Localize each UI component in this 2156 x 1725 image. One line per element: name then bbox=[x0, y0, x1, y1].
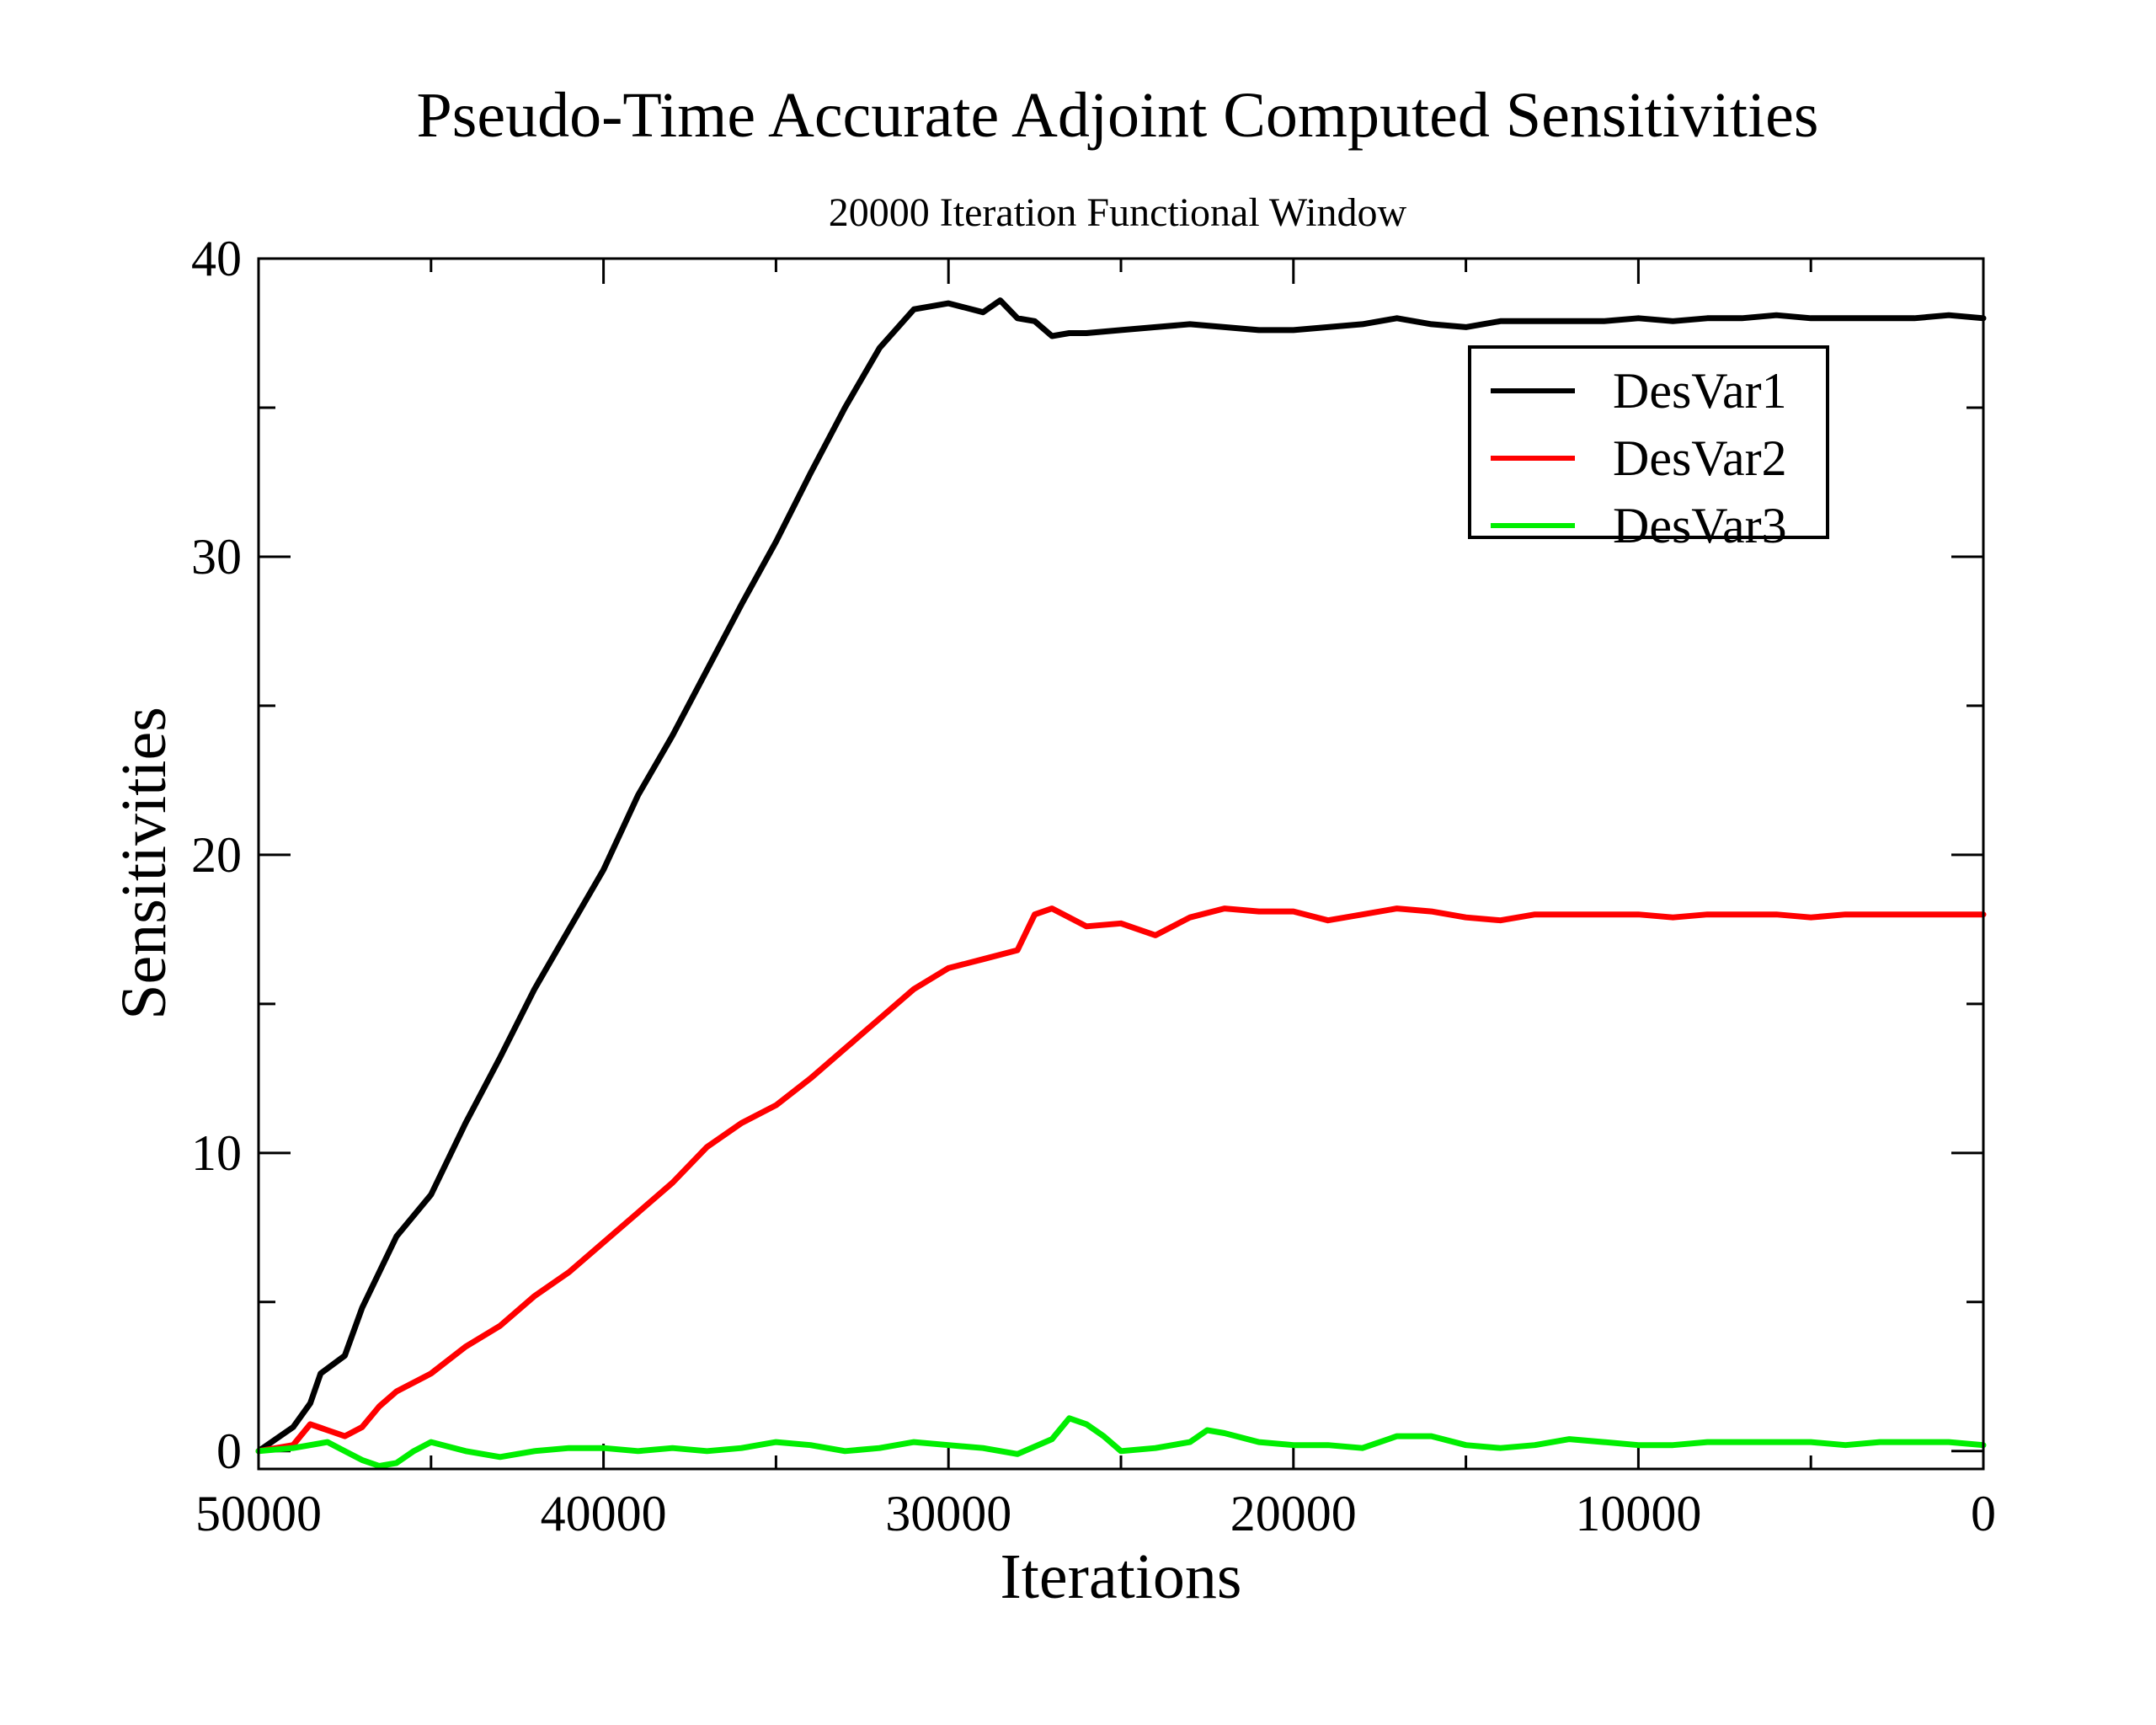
x-tick-label: 30000 bbox=[885, 1486, 1011, 1541]
chart-subtitle: 20000 Iteration Functional Window bbox=[829, 190, 1407, 235]
x-tick-label: 10000 bbox=[1575, 1486, 1701, 1541]
legend-label: DesVar3 bbox=[1613, 498, 1787, 553]
y-tick-label: 30 bbox=[191, 529, 242, 585]
chart-title: Pseudo-Time Accurate Adjoint Computed Se… bbox=[417, 80, 1819, 151]
x-axis-title: Iterations bbox=[1000, 1541, 1241, 1612]
y-tick-label: 40 bbox=[191, 231, 242, 286]
y-tick-label: 10 bbox=[191, 1125, 242, 1181]
series-lines bbox=[255, 297, 1987, 1469]
y-axis-title: Sensitivities bbox=[109, 707, 179, 1020]
series-line-desvar3 bbox=[255, 1415, 1987, 1469]
tick-labels: 50000 40000 30000 20000 10000 0 0 10 20 30 40 bbox=[191, 231, 1996, 1541]
legend: DesVar1 DesVar2 DesVar3 bbox=[1468, 345, 1829, 553]
y-tick-label: 0 bbox=[216, 1423, 242, 1479]
legend-label: DesVar1 bbox=[1613, 363, 1787, 419]
legend-box bbox=[1468, 345, 1829, 539]
legend-label: DesVar2 bbox=[1613, 430, 1787, 486]
x-tick-label: 40000 bbox=[541, 1486, 667, 1541]
plot-frame bbox=[257, 257, 1985, 1471]
x-tick-label: 50000 bbox=[195, 1486, 322, 1541]
series-line-desvar1 bbox=[255, 297, 1987, 1455]
x-tick-label: 0 bbox=[1971, 1486, 1996, 1541]
y-tick-label: 20 bbox=[191, 827, 242, 883]
series-line-desvar2 bbox=[255, 905, 1987, 1455]
x-tick-label: 20000 bbox=[1230, 1486, 1357, 1541]
